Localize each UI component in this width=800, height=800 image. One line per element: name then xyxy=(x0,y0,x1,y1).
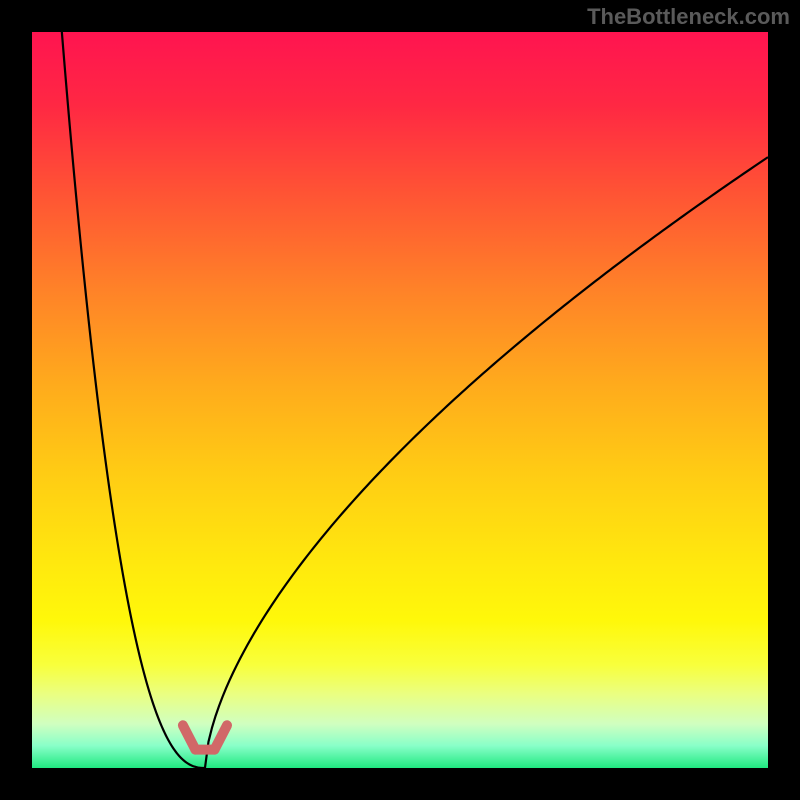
chart-container: TheBottleneck.com xyxy=(0,0,800,800)
watermark-text: TheBottleneck.com xyxy=(587,4,790,30)
plot-background-gradient xyxy=(32,32,768,768)
